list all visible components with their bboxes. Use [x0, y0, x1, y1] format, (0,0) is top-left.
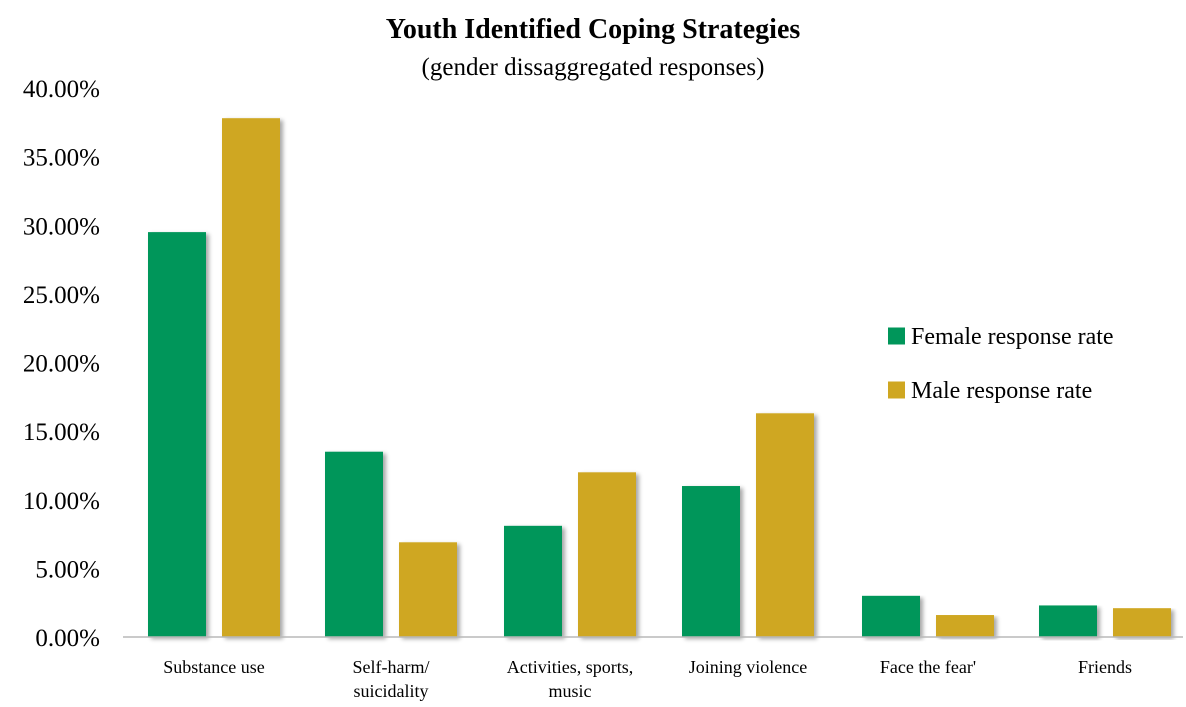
bar-male	[222, 118, 280, 637]
bar-female	[862, 595, 920, 637]
y-tick-label: 20.00%	[23, 351, 100, 378]
bar-female	[148, 232, 206, 638]
y-tick-label: 30.00%	[23, 213, 100, 240]
y-tick-label: 10.00%	[23, 488, 100, 515]
bar-female	[1039, 605, 1097, 637]
bar-female	[504, 525, 562, 637]
y-tick-label: 5.00%	[35, 556, 100, 583]
legend-label-male: Male response rate	[911, 378, 1092, 404]
bar-female	[682, 486, 740, 637]
x-tick-label: Friends	[1078, 657, 1132, 677]
bar-male	[756, 413, 814, 637]
x-tick-label: Face the fear'	[880, 657, 976, 677]
x-tick-label: suicidality	[354, 681, 429, 701]
legend-label-female: Female response rate	[911, 324, 1114, 350]
bar-female	[325, 451, 383, 637]
y-tick-label: 25.00%	[23, 282, 100, 309]
legend-swatch-female	[888, 327, 905, 345]
x-tick-label: Substance use	[163, 657, 264, 677]
x-axis-ticks: Substance use Self-harm/suicidality Activi…	[163, 657, 1132, 701]
y-tick-label: 40.00%	[23, 76, 100, 103]
y-tick-label: 0.00%	[35, 625, 100, 652]
bar-male	[1113, 608, 1171, 637]
legend-swatch-male	[888, 381, 905, 399]
x-tick-label: Joining violence	[689, 657, 807, 677]
bars	[148, 118, 1171, 638]
chart-title: Youth Identified Coping Strategies	[386, 14, 801, 45]
legend: Female response rate Male response rate	[888, 324, 1114, 404]
x-tick-label: Self-harm/	[353, 657, 430, 677]
x-tick-label: Activities, sports,	[507, 657, 634, 677]
chart-subtitle: (gender dissaggregated responses)	[422, 54, 765, 81]
bar-male	[578, 472, 636, 637]
y-axis-ticks: 0.00% 5.00% 10.00% 15.00% 20.00% 25.00% 30.00%…	[23, 76, 100, 652]
x-tick-label: music	[549, 681, 592, 701]
bar-male	[936, 615, 994, 637]
y-tick-label: 35.00%	[23, 145, 100, 172]
bar-male	[399, 542, 457, 637]
y-tick-label: 15.00%	[23, 419, 100, 446]
